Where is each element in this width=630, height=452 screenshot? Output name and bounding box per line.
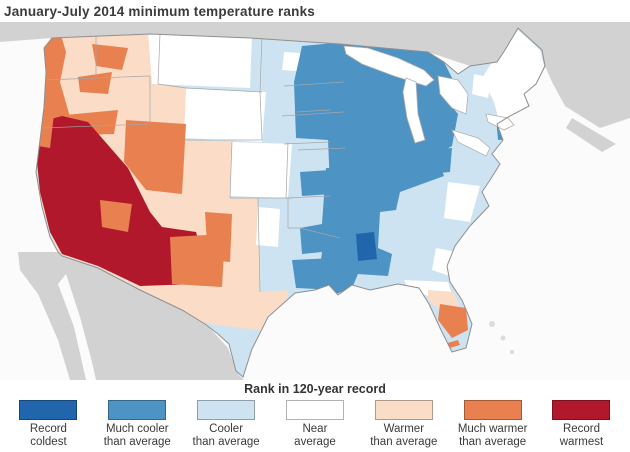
gulf-of-california: [58, 274, 96, 380]
legend-label-line1: Warmer: [383, 423, 425, 435]
region-much-warmer-central-washington: [92, 44, 128, 70]
canada-landmass: [0, 22, 630, 128]
legend-items: Record coldest Much cooler than average Co…: [0, 400, 630, 449]
region-much-warmer-nw-arizona: [100, 200, 132, 232]
legend-swatch-record-coldest: [19, 400, 78, 420]
legend-item-near-average: Near average: [271, 400, 359, 449]
region-much-warmer-utah-nevada: [124, 120, 186, 194]
legend-swatch-much-cooler: [108, 400, 167, 420]
lake-superior: [343, 45, 435, 87]
legend-item-record-warmest: Record warmest: [537, 400, 625, 449]
legend: Rank in 120-year record Record coldest Mu…: [0, 380, 630, 452]
legend-item-warmer: Warmer than average: [360, 400, 448, 449]
legend-label-line1: Near: [302, 423, 328, 435]
bahamas-islands: [489, 321, 514, 354]
legend-label-line2: average: [294, 436, 336, 448]
title-bar: January-July 2014 minimum temperature ra…: [0, 0, 630, 22]
region-near-average-montana: [148, 32, 252, 88]
legend-title: Rank in 120-year record: [244, 382, 386, 396]
nova-scotia: [566, 118, 616, 152]
region-record-coldest-oklahoma: [356, 232, 377, 261]
legend-swatch-cooler: [197, 400, 256, 420]
region-much-cooler-north-texas: [292, 258, 338, 290]
legend-label-line1: Much cooler: [105, 423, 169, 435]
us-outline: [35, 27, 546, 378]
region-near-average-wyoming: [184, 88, 266, 142]
legend-label-line1: Much warmer: [457, 423, 528, 435]
region-near-average-new-england: [482, 30, 544, 124]
region-near-average-east-colorado: [230, 142, 292, 198]
region-much-cooler-west-virginia: [428, 148, 452, 174]
map-area: [0, 22, 630, 380]
legend-item-much-cooler: Much cooler than average: [93, 400, 181, 449]
legend-label-line2: than average: [370, 436, 438, 448]
region-near-average-coastal-carolinas: [444, 182, 480, 222]
legend-swatch-near-average: [285, 400, 344, 420]
region-near-average-east-newmexico: [256, 207, 280, 247]
state-borders: [39, 33, 346, 293]
region-much-warmer-central-nm: [205, 212, 232, 262]
legend-label-line2: than average: [459, 436, 527, 448]
region-much-warmer-pnw-coast: [38, 30, 70, 140]
legend-label-line2: warmest: [559, 436, 604, 448]
mexico-landmass: [18, 252, 244, 380]
legend-label-line1: Cooler: [209, 423, 244, 435]
legend-label-line1: Record: [562, 423, 601, 435]
lake-erie: [451, 129, 491, 157]
legend-label-line2: coldest: [30, 436, 67, 448]
lake-michigan: [402, 77, 426, 144]
map-title: January-July 2014 minimum temperature ra…: [4, 4, 315, 19]
region-much-cooler-mid-south: [300, 164, 444, 294]
legend-swatch-warmer: [374, 400, 433, 420]
region-much-cooler-se-kansas: [300, 170, 332, 196]
legend-label-line1: Record: [29, 423, 67, 435]
region-warmer-central-florida: [428, 290, 460, 310]
region-record-warmest-southwest: [36, 116, 205, 286]
legend-label-line2: than average: [103, 436, 171, 448]
region-near-average-adirondacks: [472, 74, 492, 98]
legend-item-cooler: Cooler than average: [182, 400, 270, 449]
legend-item-record-coldest: Record coldest: [4, 400, 92, 449]
legend-label-line2: than average: [192, 436, 260, 448]
us-climate-map: [0, 22, 630, 380]
region-much-warmer-south-florida: [438, 304, 468, 338]
legend-swatch-much-warmer: [463, 400, 522, 420]
legend-item-much-warmer: Much warmer than average: [449, 400, 537, 449]
legend-swatch-record-warmest: [552, 400, 611, 420]
lake-huron: [437, 75, 469, 115]
